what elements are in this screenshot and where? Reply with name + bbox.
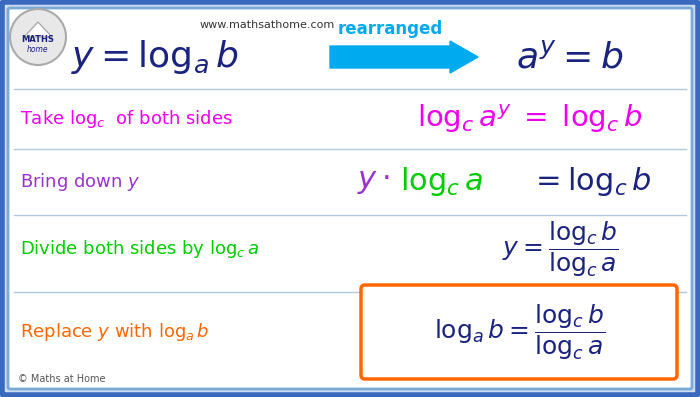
Text: $\log_c a^y \;=\; \log_c b$: $\log_c a^y \;=\; \log_c b$ bbox=[417, 103, 643, 135]
Text: $y \cdot$: $y \cdot$ bbox=[357, 168, 390, 197]
FancyArrow shape bbox=[330, 41, 478, 73]
Text: rearranged: rearranged bbox=[337, 20, 442, 38]
Text: Take $\log_c\,$ of both sides: Take $\log_c\,$ of both sides bbox=[20, 108, 233, 130]
Text: $y = \dfrac{\log_c b}{\log_c a}$: $y = \dfrac{\log_c b}{\log_c a}$ bbox=[502, 219, 618, 279]
Text: © Maths at Home: © Maths at Home bbox=[18, 374, 106, 384]
FancyBboxPatch shape bbox=[8, 8, 692, 389]
Polygon shape bbox=[24, 22, 52, 37]
Text: www.mathsathome.com: www.mathsathome.com bbox=[200, 20, 335, 30]
Text: $y = \log_a b$: $y = \log_a b$ bbox=[71, 38, 239, 76]
Circle shape bbox=[10, 9, 66, 65]
FancyBboxPatch shape bbox=[361, 285, 677, 379]
Text: $\log_c a$: $\log_c a$ bbox=[400, 166, 483, 198]
Text: Divide both sides by $\log_c a$: Divide both sides by $\log_c a$ bbox=[20, 238, 259, 260]
Text: home: home bbox=[27, 44, 49, 54]
Text: $= \log_c b$: $= \log_c b$ bbox=[530, 166, 652, 198]
Text: MATHS: MATHS bbox=[22, 35, 55, 44]
Text: $\log_a b = \dfrac{\log_c b}{\log_c a}$: $\log_a b = \dfrac{\log_c b}{\log_c a}$ bbox=[435, 302, 606, 362]
Text: Bring down $y$: Bring down $y$ bbox=[20, 171, 141, 193]
Text: $a^y = b$: $a^y = b$ bbox=[517, 40, 624, 74]
Text: Replace $y$ with $\log_a b$: Replace $y$ with $\log_a b$ bbox=[20, 321, 209, 343]
